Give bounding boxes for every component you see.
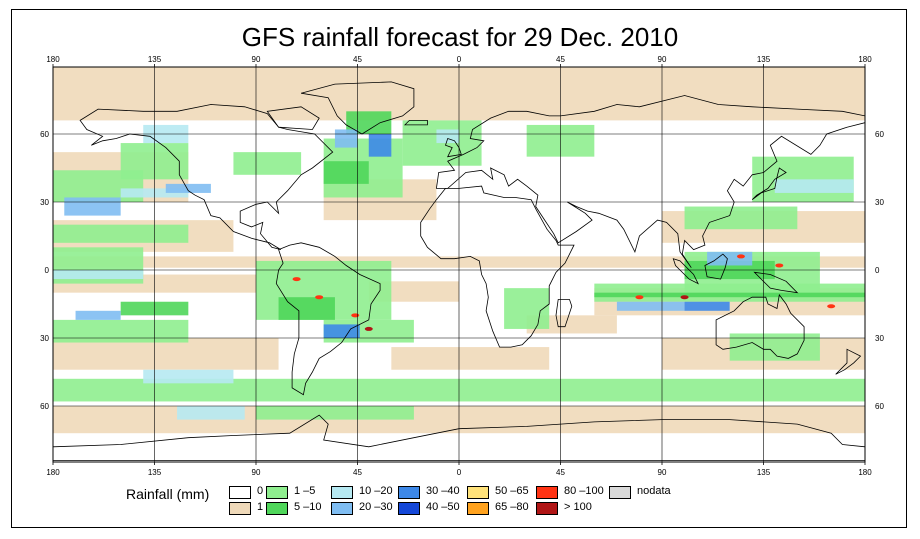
- rain-band: [684, 301, 730, 311]
- borneo-outline: [704, 253, 728, 280]
- rain-band: [278, 297, 335, 320]
- sumatra-outline: [672, 258, 699, 285]
- top-lon-label: 0: [457, 55, 462, 64]
- right-lat-label: 60: [875, 402, 884, 411]
- rain-band: [177, 406, 245, 420]
- eurasia-outline: [435, 95, 865, 268]
- bottom-lon-label: 180: [46, 468, 60, 477]
- south-america-outline: [275, 242, 381, 396]
- iceland-outline: [403, 120, 428, 126]
- bottom-lon-label: 90: [658, 468, 667, 477]
- top-lon-label: 45: [353, 55, 362, 64]
- rain-band: [774, 179, 854, 193]
- baffin-island-outline: [266, 106, 320, 130]
- bottom-lon-label: 180: [858, 468, 872, 477]
- heavy-rain-spot: [736, 254, 745, 259]
- antarctica-outline: [53, 414, 865, 461]
- right-lat-label: 60: [875, 130, 884, 139]
- rain-band: [707, 251, 753, 266]
- graticule: [53, 67, 865, 462]
- rain-band: [53, 270, 144, 280]
- rain-band: [334, 129, 358, 148]
- rain-band: [53, 338, 279, 370]
- rain-band: [323, 161, 369, 184]
- rain-band: [143, 369, 234, 384]
- landmasses: [53, 81, 865, 461]
- africa-outline: [420, 185, 575, 348]
- right-lat-label: 0: [875, 266, 880, 275]
- map-layers: [53, 67, 865, 462]
- rain-band: [594, 292, 865, 298]
- rain-band: [53, 224, 189, 243]
- left-lat-label: 30: [40, 198, 49, 207]
- heavy-rain-spot: [351, 313, 360, 318]
- rain-band: [53, 319, 189, 343]
- right-lat-label: 30: [875, 198, 884, 207]
- left-lat-label: 0: [45, 266, 50, 275]
- rain-band: [64, 197, 121, 216]
- heavy-rain-spot: [292, 277, 301, 282]
- left-lat-label: 30: [40, 334, 49, 343]
- great-britain-outline: [444, 137, 462, 158]
- rain-band: [436, 129, 459, 144]
- top-lon-label: 180: [858, 55, 872, 64]
- heavy-rain-spot: [364, 326, 373, 331]
- rain-band: [391, 347, 550, 370]
- heavy-rain-spot: [775, 263, 784, 268]
- rain-band: [684, 206, 798, 230]
- new-guinea-outline: [753, 271, 799, 294]
- axis-ticks: 180 180 135 135 90 90 45 45 0 0 45 45 90 90 135 135 180 1…: [40, 55, 884, 477]
- bottom-lon-label: 90: [252, 468, 261, 477]
- top-lon-label: 45: [556, 55, 565, 64]
- left-lat-label: 60: [40, 130, 49, 139]
- heavy-rain-spot: [680, 295, 689, 300]
- left-lat-label: 60: [40, 402, 49, 411]
- rain-band: [729, 333, 820, 361]
- rain-band: [368, 134, 392, 157]
- bottom-lon-label: 0: [457, 468, 462, 477]
- figure-frame: [11, 9, 907, 528]
- rain-band: [323, 324, 360, 338]
- bottom-lon-label: 45: [353, 468, 362, 477]
- new-zealand-outline: [835, 348, 862, 375]
- bottom-lon-label: 45: [556, 468, 565, 477]
- right-lat-label: 30: [875, 334, 884, 343]
- top-lon-label: 135: [757, 55, 771, 64]
- heavy-rain-spot: [827, 304, 836, 309]
- greenland-outline: [300, 81, 415, 135]
- bottom-lon-label: 135: [148, 468, 162, 477]
- rain-band: [233, 152, 302, 175]
- rain-band: [504, 288, 550, 329]
- map-title: GFS rainfall forecast for 29 Dec. 2010: [241, 22, 679, 52]
- top-lon-label: 135: [148, 55, 162, 64]
- top-lon-label: 90: [252, 55, 261, 64]
- rain-band: [165, 183, 211, 193]
- bottom-lon-label: 135: [757, 468, 771, 477]
- madagascar-outline: [555, 299, 573, 328]
- rain-band: [256, 406, 414, 420]
- heavy-rain-spot: [315, 295, 324, 300]
- top-lon-label: 180: [46, 55, 60, 64]
- rain-band: [75, 310, 121, 320]
- heavy-rain-spot: [635, 295, 644, 300]
- japan-outline: [751, 167, 787, 201]
- top-lon-label: 90: [658, 55, 667, 64]
- australia-outline: [715, 293, 805, 359]
- rain-band: [616, 301, 685, 311]
